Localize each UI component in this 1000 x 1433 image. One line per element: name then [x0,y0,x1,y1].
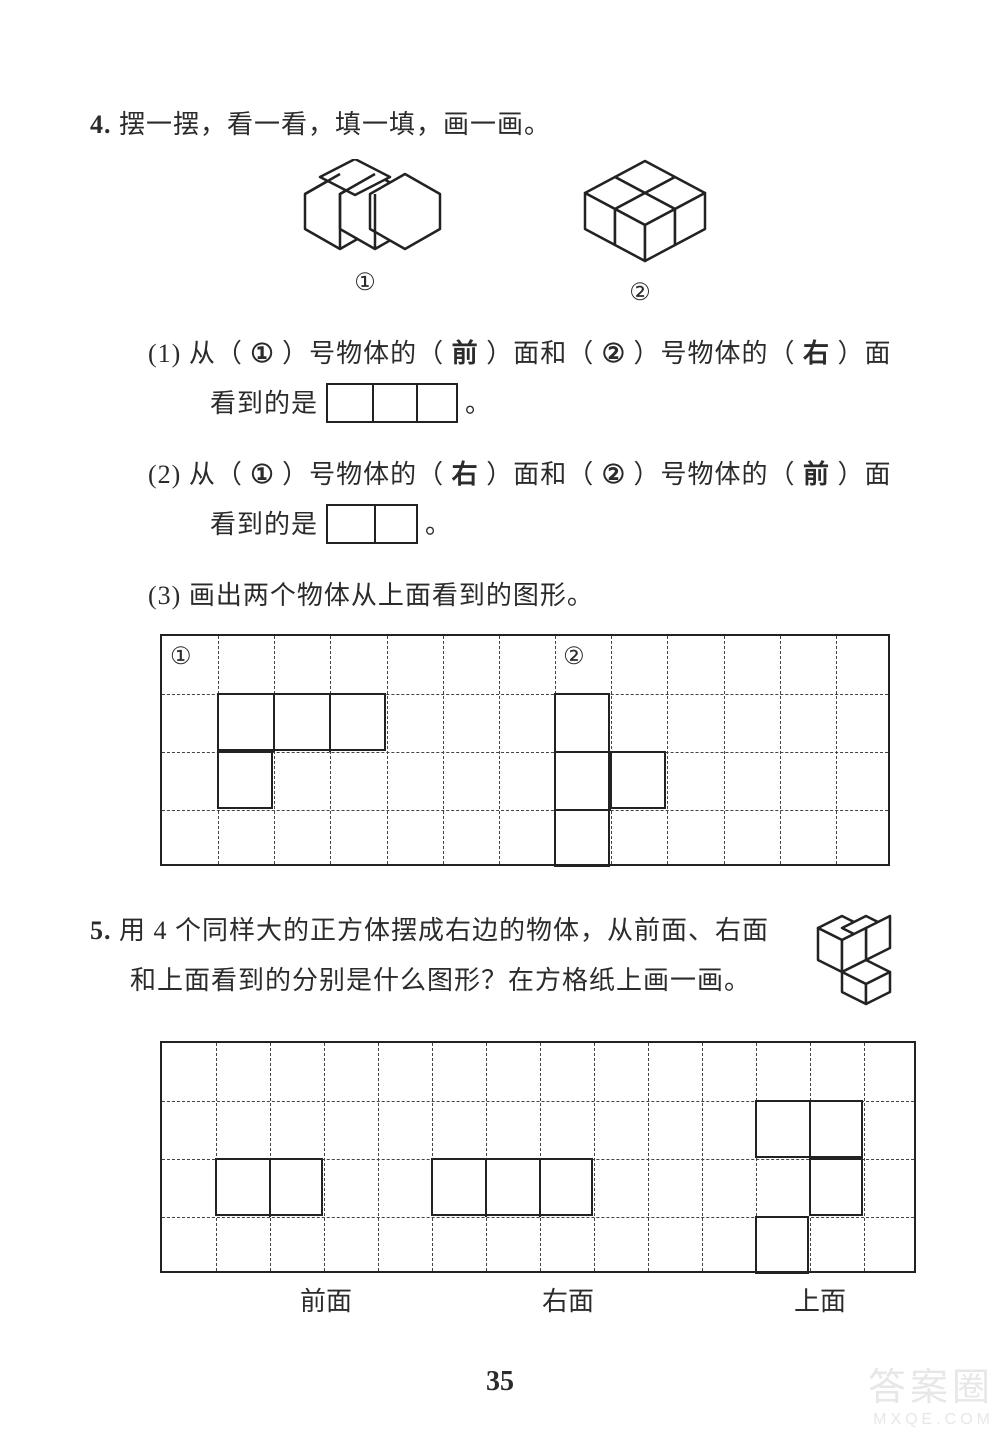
q4-number: 4. [90,110,112,139]
q4-part3-grid-wrap: ①② [160,634,910,866]
q5-label-front: 前面 [300,1281,352,1318]
q5-grid[interactable] [160,1041,916,1273]
q4-p3-grid[interactable]: ①② [160,634,890,866]
cube-shape-1-icon [285,159,445,259]
q4-p1-label: (1) [148,339,181,368]
q4-part1-line2: 看到的是 。 [210,379,910,428]
q4-p1-shape-box [326,383,458,423]
q5-figure [790,906,910,1011]
q4-fig2-label: ② [565,278,715,307]
q5-line1: 5. 用 4 个同样大的正方体摆成右边的物体，从前面、右面 [90,906,770,955]
q4-p1-ans1[interactable]: ① [250,339,274,368]
q5-text2: 和上面看到的分别是什么图形？在方格纸上画一画。 [130,966,751,995]
q4-p3-label: (3) [148,581,181,610]
q4-title-text: 摆一摆，看一看，填一填，画一画。 [119,110,551,139]
q5-number: 5. [90,916,112,945]
q4-p2-ans3[interactable]: ② [602,460,626,489]
q4-part3-line: (3) 画出两个物体从上面看到的图形。 [148,571,910,620]
q4-part2-line2: 看到的是 。 [210,500,910,549]
q4-p2-ans1[interactable]: ① [250,460,274,489]
q4-figure-2: ② [565,159,715,307]
watermark-sub: MXQE.COM [873,1411,994,1429]
q5-label-top: 上面 [794,1281,846,1318]
q4-part2-line1: (2) 从（ ① ）号物体的（ 右 ）面和（ ② ）号物体的（ 前 ）面 [148,450,910,499]
q4-p1-ans3[interactable]: ② [602,339,626,368]
q4-p1-ans4[interactable]: 右 [803,339,830,368]
q4-p2-label: (2) [148,460,181,489]
q4-part1-line1: (1) 从（ ① ）号物体的（ 前 ）面和（ ② ）号物体的（ 右 ）面 [148,329,910,378]
q4-p3-text: 画出两个物体从上面看到的图形。 [189,581,594,610]
q4-figure-1: ① [285,159,445,307]
cube-shape-q5-icon [790,906,910,1006]
q5-line2: 和上面看到的分别是什么图形？在方格纸上画一画。 [130,956,770,1005]
page-number: 35 [0,1366,1000,1398]
q5-block: 5. 用 4 个同样大的正方体摆成右边的物体，从前面、右面 和上面看到的分别是什… [90,906,910,1011]
q4-p2-ans2[interactable]: 右 [452,460,479,489]
q4-p2-ans4[interactable]: 前 [803,460,830,489]
q4-title: 4. 摆一摆，看一看，填一填，画一画。 [90,100,910,149]
cube-shape-2-icon [565,159,715,269]
q4-figures: ① ② [90,159,910,307]
q5-labels: 前面 右面 上面 [160,1281,910,1318]
q4-p1-ans2[interactable]: 前 [452,339,479,368]
q5-label-right: 右面 [542,1281,594,1318]
q5-grid-wrap [160,1041,910,1273]
q4-fig1-label: ① [285,268,445,297]
q4-p2-shape-box [326,504,418,544]
q5-text1: 用 4 个同样大的正方体摆成右边的物体，从前面、右面 [119,916,769,945]
